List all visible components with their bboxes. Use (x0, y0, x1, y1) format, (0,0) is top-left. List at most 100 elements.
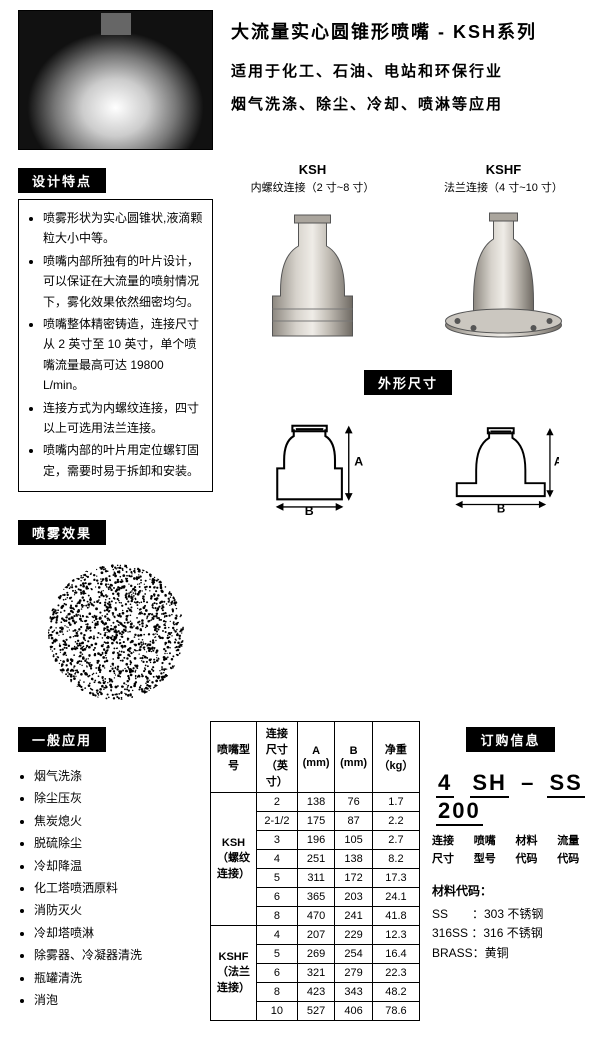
svg-text:A: A (553, 456, 558, 469)
spec-cell: 22.3 (372, 964, 419, 983)
spec-cell: 5 (257, 945, 298, 964)
spray-pattern-image (41, 557, 191, 707)
material-line: SS ：303 不锈钢 (432, 905, 589, 924)
spec-cell: 4 (257, 926, 298, 945)
ksh-nozzle-image (227, 201, 398, 351)
spec-cell: 423 (297, 983, 334, 1002)
spec-cell: 2.2 (372, 812, 419, 831)
table-row: KSHF（法兰连接）420722912.3 (211, 926, 420, 945)
spec-cell: 17.3 (372, 869, 419, 888)
spec-cell: 269 (297, 945, 334, 964)
application-item: 消泡 (34, 990, 198, 1010)
feature-item: 连接方式为内螺纹连接，四寸以上可选用法兰连接。 (43, 398, 204, 439)
spec-model-cell: KSHF（法兰连接） (211, 926, 257, 1021)
application-item: 焦炭熄火 (34, 811, 198, 831)
features-box: 喷雾形状为实心圆锥状,液滴颗粒大小中等。喷嘴内部所独有的叶片设计，可以保证在大流… (18, 199, 213, 492)
feature-item: 喷雾形状为实心圆锥状,液滴颗粒大小中等。 (43, 208, 204, 249)
spec-cell: 41.8 (372, 907, 419, 926)
material-line: BRASS：黄铜 (432, 944, 589, 963)
spec-table: 喷嘴型号连接尺寸（英寸）A (mm)B (mm)净重（kg） KSH（螺纹连接）… (210, 721, 420, 1021)
application-item: 瓶罐清洗 (34, 968, 198, 988)
materials-block: 材料代码： SS ：303 不锈钢316SS ：316 不锈钢BRASS：黄铜 (432, 882, 589, 963)
material-line: 316SS ：316 不锈钢 (432, 924, 589, 943)
spec-cell: 3 (257, 831, 298, 850)
spec-cell: 10 (257, 1002, 298, 1021)
order-labels: 连接喷嘴 材料流量 尺寸型号 代码代码 (432, 832, 589, 866)
spec-cell: 6 (257, 964, 298, 983)
model-kshf-sub: 法兰连接（4 寸~10 寸） (418, 179, 589, 195)
dimension-diagram-ksh: A B (227, 407, 398, 530)
spec-cell: 4 (257, 850, 298, 869)
dimension-diagram-kshf: A B (418, 407, 589, 530)
spec-cell: 196 (297, 831, 334, 850)
spec-cell: 6 (257, 888, 298, 907)
spec-cell: 78.6 (372, 1002, 419, 1021)
model-ksh-name: KSH (227, 162, 398, 177)
feature-item: 喷嘴整体精密铸造，连接尺寸从 2 英寸至 10 英寸，单个喷嘴流量最高可达 19… (43, 314, 204, 396)
spec-cell: 207 (297, 926, 334, 945)
spec-cell: 321 (297, 964, 334, 983)
spec-cell: 24.1 (372, 888, 419, 907)
spec-header: 净重（kg） (372, 722, 419, 793)
spec-cell: 365 (297, 888, 334, 907)
svg-text:A: A (354, 455, 363, 469)
spec-cell: 229 (335, 926, 373, 945)
spec-cell: 105 (335, 831, 373, 850)
application-item: 化工塔喷洒原料 (34, 878, 198, 898)
spec-cell: 343 (335, 983, 373, 1002)
spec-cell: 5 (257, 869, 298, 888)
feature-item: 喷嘴内部所独有的叶片设计，可以保证在大流量的喷射情况下，雾化效果依然细密均匀。 (43, 251, 204, 312)
spec-header: 连接尺寸（英寸） (257, 722, 298, 793)
application-item: 冷却塔喷淋 (34, 923, 198, 943)
spec-cell: 12.3 (372, 926, 419, 945)
spec-cell: 251 (297, 850, 334, 869)
spec-cell: 87 (335, 812, 373, 831)
hero-spray-image (18, 10, 213, 150)
application-item: 脱硫除尘 (34, 833, 198, 853)
spec-model-cell: KSH（螺纹连接） (211, 793, 257, 926)
application-item: 冷却降温 (34, 856, 198, 876)
heading-dimensions: 外形尺寸 (364, 370, 452, 395)
spec-cell: 16.4 (372, 945, 419, 964)
spec-cell: 138 (297, 793, 334, 812)
heading-applications: 一般应用 (18, 727, 106, 752)
spec-cell: 241 (335, 907, 373, 926)
spec-cell: 2 (257, 793, 298, 812)
spec-cell: 2.7 (372, 831, 419, 850)
kshf-nozzle-image (418, 201, 589, 351)
spec-cell: 527 (297, 1002, 334, 1021)
spec-cell: 203 (335, 888, 373, 907)
heading-order: 订购信息 (466, 727, 554, 752)
spec-header: A (mm) (297, 722, 334, 793)
spec-header: 喷嘴型号 (211, 722, 257, 793)
spec-cell: 279 (335, 964, 373, 983)
model-kshf-name: KSHF (418, 162, 589, 177)
spec-cell: 8 (257, 983, 298, 1002)
page-subtitle-2: 烟气洗涤、除尘、冷却、喷淋等应用 (231, 93, 589, 114)
spec-cell: 138 (335, 850, 373, 869)
svg-text:B: B (496, 502, 504, 515)
order-example: 4 SH – SS 200 (432, 770, 589, 826)
spec-header: B (mm) (335, 722, 373, 793)
model-ksh-sub: 内螺纹连接（2 寸~8 寸） (227, 179, 398, 195)
application-item: 除尘压灰 (34, 788, 198, 808)
table-row: KSH（螺纹连接）2138761.7 (211, 793, 420, 812)
page-title: 大流量实心圆锥形喷嘴 - KSH系列 (231, 18, 589, 44)
spec-cell: 254 (335, 945, 373, 964)
spec-cell: 48.2 (372, 983, 419, 1002)
page-subtitle-1: 适用于化工、石油、电站和环保行业 (231, 60, 589, 81)
application-item: 消防灭火 (34, 900, 198, 920)
application-item: 烟气洗涤 (34, 766, 198, 786)
spec-cell: 8 (257, 907, 298, 926)
spec-cell: 2-1/2 (257, 812, 298, 831)
spec-cell: 172 (335, 869, 373, 888)
spec-cell: 406 (335, 1002, 373, 1021)
spec-cell: 76 (335, 793, 373, 812)
svg-text:B: B (304, 504, 313, 518)
spec-cell: 311 (297, 869, 334, 888)
heading-spray: 喷雾效果 (18, 520, 106, 545)
feature-item: 喷嘴内部的叶片用定位螺钉固定，需要时易于拆卸和安装。 (43, 440, 204, 481)
spec-cell: 1.7 (372, 793, 419, 812)
heading-features: 设计特点 (18, 168, 106, 193)
application-item: 除雾器、冷凝器清洗 (34, 945, 198, 965)
